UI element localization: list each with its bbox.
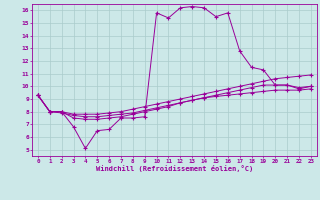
X-axis label: Windchill (Refroidissement éolien,°C): Windchill (Refroidissement éolien,°C)	[96, 165, 253, 172]
